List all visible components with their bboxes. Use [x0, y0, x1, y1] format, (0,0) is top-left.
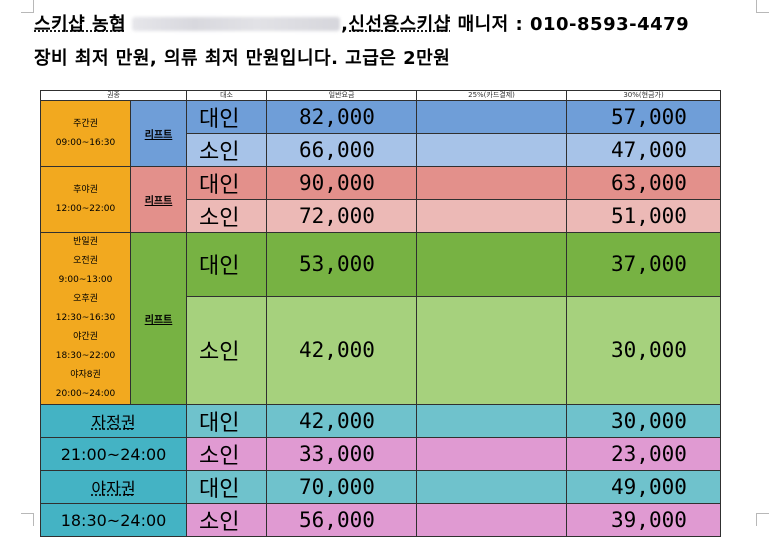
page-corner-marker: [21, 0, 34, 13]
page-corner-marker: [756, 513, 769, 526]
size-cell: 소인: [186, 199, 268, 233]
size-cell: 대인: [186, 470, 268, 504]
card-price: [416, 100, 568, 134]
regular-price: 53,000: [266, 232, 418, 297]
lift-price-table: 권종 대소 일반요금 25%(카드결제) 30%(현금가) 주간권 09:00~…: [39, 90, 722, 537]
size-cell: 소인: [186, 437, 268, 471]
cash-price: 51,000: [566, 199, 722, 233]
header-regular: 일반요금: [266, 90, 418, 101]
cash-price: 30,000: [566, 404, 722, 438]
table-row: 21:00~24:00 소인 33,000 23,000: [39, 437, 722, 471]
midnight-pass-time: 21:00~24:00: [39, 437, 188, 471]
day-pass-label: 주간권 09:00~16:30: [40, 100, 131, 167]
card-price: [416, 295, 568, 406]
regular-price: 42,000: [266, 295, 418, 406]
shop-contact-line: 스키샵 농협 ,신선용스키샵 매니저 : 010-8593-4479: [34, 10, 689, 36]
regular-price: 90,000: [266, 166, 418, 200]
regular-price: 42,000: [266, 404, 418, 438]
header-ticket: 권종: [39, 90, 188, 101]
cash-price: 57,000: [566, 100, 722, 134]
shop-name: 스키샵 농협: [34, 14, 127, 35]
regular-price: 72,000: [266, 199, 418, 233]
table-row: 야자권 대인 70,000 49,000: [39, 470, 722, 504]
card-price: [416, 199, 568, 233]
night-pass-time: 18:30~24:00: [39, 503, 188, 537]
cash-price: 37,000: [566, 232, 722, 297]
cash-price: 49,000: [566, 470, 722, 504]
card-price: [416, 232, 568, 297]
cash-price: 47,000: [566, 133, 722, 167]
redacted-account-number: [132, 17, 341, 31]
regular-price: 56,000: [266, 503, 418, 537]
cash-price: 39,000: [566, 503, 722, 537]
cash-price: 30,000: [566, 295, 722, 406]
page-corner-marker: [756, 0, 769, 13]
size-cell: 대인: [186, 404, 268, 438]
cash-price: 23,000: [566, 437, 722, 471]
half-day-pass-label: 반일권 오전권 9:00~13:00 오후권 12:30~16:30 야간권 1…: [40, 232, 131, 405]
size-cell: 소인: [186, 133, 268, 167]
size-cell: 소인: [186, 295, 268, 406]
lift-label: 리프트: [129, 232, 188, 405]
regular-price: 33,000: [266, 437, 418, 471]
regular-price: 82,000: [266, 100, 418, 134]
table-row: 자정권 대인 42,000 30,000: [39, 404, 722, 438]
table-row: 소인 72,000 51,000: [41, 199, 722, 233]
card-price: [416, 166, 568, 200]
header-card: 25%(카드결제): [416, 90, 568, 101]
page-corner-marker: [21, 513, 34, 526]
table-header-row: 권종 대소 일반요금 25%(카드결제) 30%(현금가): [39, 90, 722, 101]
card-price: [416, 470, 568, 504]
size-cell: 소인: [186, 503, 268, 537]
size-cell: 대인: [186, 100, 268, 134]
header-cash: 30%(현금가): [566, 90, 722, 101]
midnight-pass-name: 자정권: [39, 404, 188, 438]
table-row: 소인 42,000 30,000: [41, 295, 722, 406]
table-row: 18:30~24:00 소인 56,000 39,000: [39, 503, 722, 537]
cash-price: 63,000: [566, 166, 722, 200]
card-price: [416, 503, 568, 537]
rental-price-note: 장비 최저 만원, 의류 최저 만원입니다. 고급은 2만원: [34, 48, 451, 69]
table-row: 주간권 09:00~16:30 리프트 대인 82,000 57,000: [40, 100, 722, 167]
size-cell: 대인: [186, 166, 268, 200]
night-pass-name: 야자권: [39, 470, 188, 504]
regular-price: 70,000: [266, 470, 418, 504]
table-row: 소인 66,000 47,000: [41, 133, 722, 167]
header-size: 대소: [186, 90, 268, 101]
regular-price: 66,000: [266, 133, 418, 167]
table-row: 후야권 12:00~22:00 리프트 대인 90,000 63,000: [40, 166, 722, 233]
lift-label: 리프트: [129, 100, 188, 167]
lift-label: 리프트: [129, 166, 188, 233]
card-price: [416, 437, 568, 471]
shop-owner: ,신선용스키샵: [341, 14, 451, 35]
size-cell: 대인: [186, 232, 268, 297]
card-price: [416, 133, 568, 167]
evening-pass-label: 후야권 12:00~22:00: [40, 166, 131, 233]
manager-phone: 매니저 : 010-8593-4479: [457, 14, 690, 35]
card-price: [416, 404, 568, 438]
table-row: 반일권 오전권 9:00~13:00 오후권 12:30~16:30 야간권 1…: [40, 232, 722, 405]
